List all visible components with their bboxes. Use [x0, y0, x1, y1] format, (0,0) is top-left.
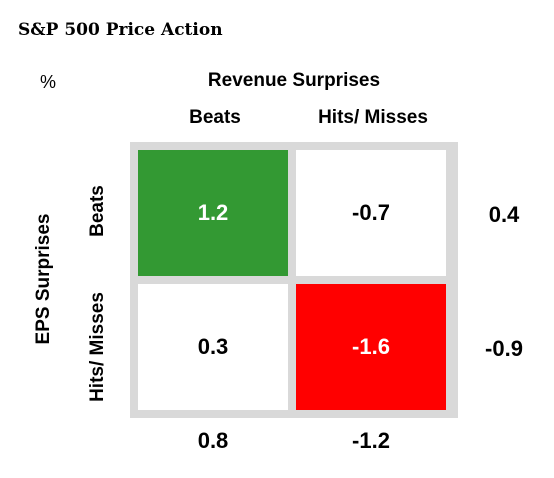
row-header-beats: Beats — [87, 185, 108, 237]
x-axis-title: Revenue Surprises — [207, 70, 381, 91]
row-total-hits-misses: -0.9 — [485, 336, 523, 361]
cell-beats-beats: 1.2 — [138, 150, 288, 276]
column-header-beats: Beats — [189, 107, 241, 128]
row-total-beats: 0.4 — [488, 202, 520, 227]
column-total-beats: 0.8 — [197, 428, 229, 453]
cell-hits-misses-beats: 0.3 — [138, 284, 288, 410]
column-total-hits-misses: -1.2 — [352, 428, 390, 453]
unit-label: % — [40, 72, 57, 92]
chart-title: S&P 500 Price Action — [18, 20, 223, 40]
cell-beats-hits-misses: -0.7 — [296, 150, 446, 276]
cell-hits-misses-hits-misses: -1.6 — [296, 284, 446, 410]
row-header-hits-misses: Hits/ Misses — [87, 292, 108, 402]
column-header-hits-misses: Hits/ Misses — [318, 107, 428, 128]
y-axis-title: EPS Surprises — [33, 213, 54, 345]
